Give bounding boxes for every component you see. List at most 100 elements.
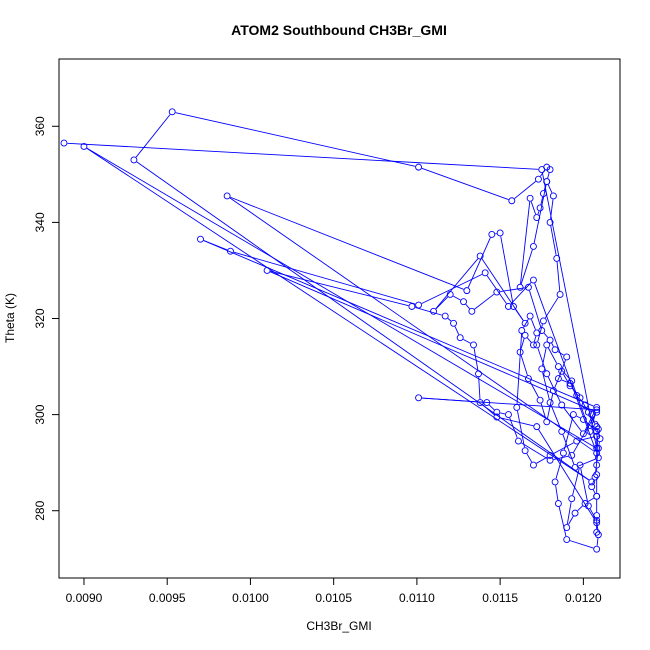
data-point [415,163,423,171]
data-point [593,545,601,553]
data-point [227,247,234,255]
data-point [563,536,571,544]
data-point [515,437,522,445]
data-point [579,415,587,423]
data-point [60,139,68,147]
series-segment [415,307,442,316]
series-segment [543,332,549,338]
data-point [524,375,532,383]
data-point [529,242,537,250]
data-point [563,353,571,361]
series-segment [547,393,554,419]
x-tick-label: 0.0110 [399,591,435,605]
data-point [573,437,581,445]
data-point [593,403,601,411]
chart-title: ATOM2 Southbound CH3Br_GMI [231,22,447,38]
series-segment [533,336,537,342]
x-axis: 0.0090 0.0095 0.0100 0.0105 0.0110 0.0115 0.01… [66,577,602,605]
series-segment [553,455,569,460]
data-point [588,478,596,486]
series-segment [552,442,574,455]
data-point [463,287,471,295]
x-tick-label: 0.0100 [232,591,269,605]
series-segment [520,249,533,285]
series-segment [530,319,536,330]
series-segment [520,338,525,349]
series-segment [86,148,590,481]
series-segment [203,240,228,251]
series-segment [270,271,594,412]
data-point [584,408,592,416]
data-point [456,334,464,342]
data-point [441,312,449,320]
data-point [558,367,566,375]
data-point [415,394,423,402]
series-segment [537,211,540,215]
data-point [505,303,512,310]
data-point [568,377,576,385]
y-axis: 280 300 320 340 360 [33,116,60,521]
series-segment [584,410,596,431]
series-segment [474,293,495,310]
data-point [543,341,551,349]
series-segment [580,468,589,503]
series-segment [86,147,594,447]
data-point [593,516,601,524]
data-point [549,192,557,200]
data-point [551,478,559,486]
data-point [563,524,571,531]
series-segment [560,368,570,379]
series-segment [548,347,558,364]
data-point [536,204,544,212]
data-point [430,307,437,315]
x-tick-label: 0.0115 [482,591,518,605]
data-point [493,288,501,296]
data-point [446,291,454,298]
data-point [593,427,601,435]
data-point [554,375,562,383]
series-segment [229,197,595,452]
data-point [80,143,88,150]
data-point [593,423,601,431]
series-segment [270,270,409,307]
data-point [408,303,416,310]
data-point [593,406,601,414]
series-segment [550,225,557,256]
series-segment [596,523,599,532]
data-point [505,411,512,419]
data-point [546,399,554,407]
data-point [546,336,554,344]
data-point [593,492,601,500]
series-segment [536,456,548,464]
data-point [130,156,138,164]
series-segment [482,404,495,416]
series-segment [561,379,567,383]
data-point [566,382,574,390]
data-point [533,214,541,222]
series-segment [592,480,595,484]
data-point [549,387,557,395]
data-point [468,307,476,315]
data-point [529,341,537,349]
series-segment [551,343,554,347]
x-tick-label: 0.0120 [565,591,602,605]
data-point [593,471,601,479]
series-segment [517,410,525,448]
data-point [551,346,559,354]
series-segment [547,184,553,193]
data-point [588,483,596,491]
series-segment [463,338,471,344]
data-point [539,190,547,198]
x-tick-label: 0.0090 [66,591,103,605]
data-point [569,411,577,419]
data-point [521,319,529,327]
series-segment [568,515,574,525]
series-segment [577,505,583,512]
series-segment [592,489,596,494]
data-point [470,341,477,349]
series-segment [514,180,536,199]
series-segment [533,184,547,244]
data-point [529,461,537,469]
data-point [584,502,592,510]
